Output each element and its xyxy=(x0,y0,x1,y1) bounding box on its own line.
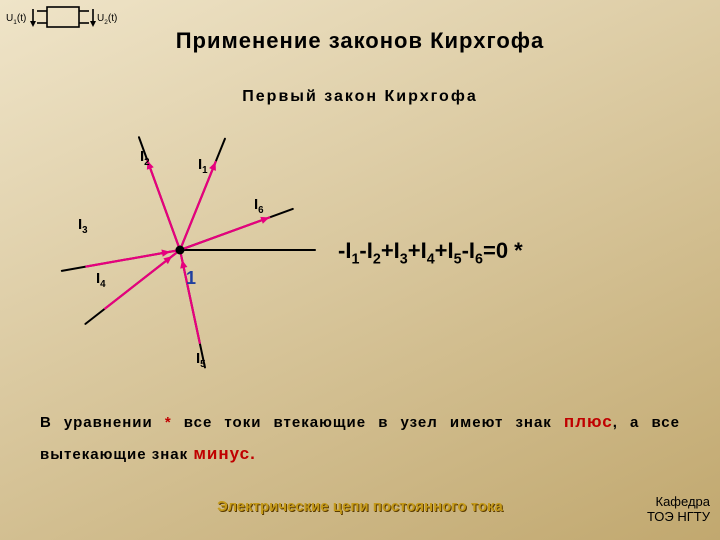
footer-affiliation: КафедраТОЭ НГТУ xyxy=(600,494,710,524)
current-label-i2: I2 xyxy=(140,148,150,168)
slide-root: U1(t) U2(t) Применение законов Кирхгофа Пер… xyxy=(0,0,720,540)
note-star: * xyxy=(165,414,172,431)
footer-line2: ТОЭ НГТУ xyxy=(600,509,710,524)
logo-label: U1(t) xyxy=(6,13,26,26)
current-label-i6: I6 xyxy=(254,196,264,216)
note-minus: минус. xyxy=(193,444,256,463)
current-label-i5: I5 xyxy=(196,350,206,370)
note-plus: плюс xyxy=(564,412,613,431)
kirchhoff-equation: -I1-I2+I3+I4+I5-I6=0 * xyxy=(338,238,523,267)
node-number: 1 xyxy=(186,268,196,289)
note-mid1: все токи втекающие в узел имеют знак xyxy=(172,414,564,431)
current-label-i3: I3 xyxy=(78,216,88,236)
current-label-i1: I1 xyxy=(198,156,208,176)
note-pre: В уравнении xyxy=(40,414,165,431)
page-subtitle: Первый закон Кирхгофа xyxy=(0,88,720,106)
current-label-i4: I4 xyxy=(96,270,106,290)
kirchhoff-node-diagram xyxy=(0,110,360,410)
footer-line1: Кафедра xyxy=(600,494,710,509)
page-title: Применение законов Кирхгофа xyxy=(0,28,720,54)
logo-label: U2(t) xyxy=(97,13,117,26)
explanation-note: В уравнении * все токи втекающие в узел … xyxy=(40,406,680,471)
